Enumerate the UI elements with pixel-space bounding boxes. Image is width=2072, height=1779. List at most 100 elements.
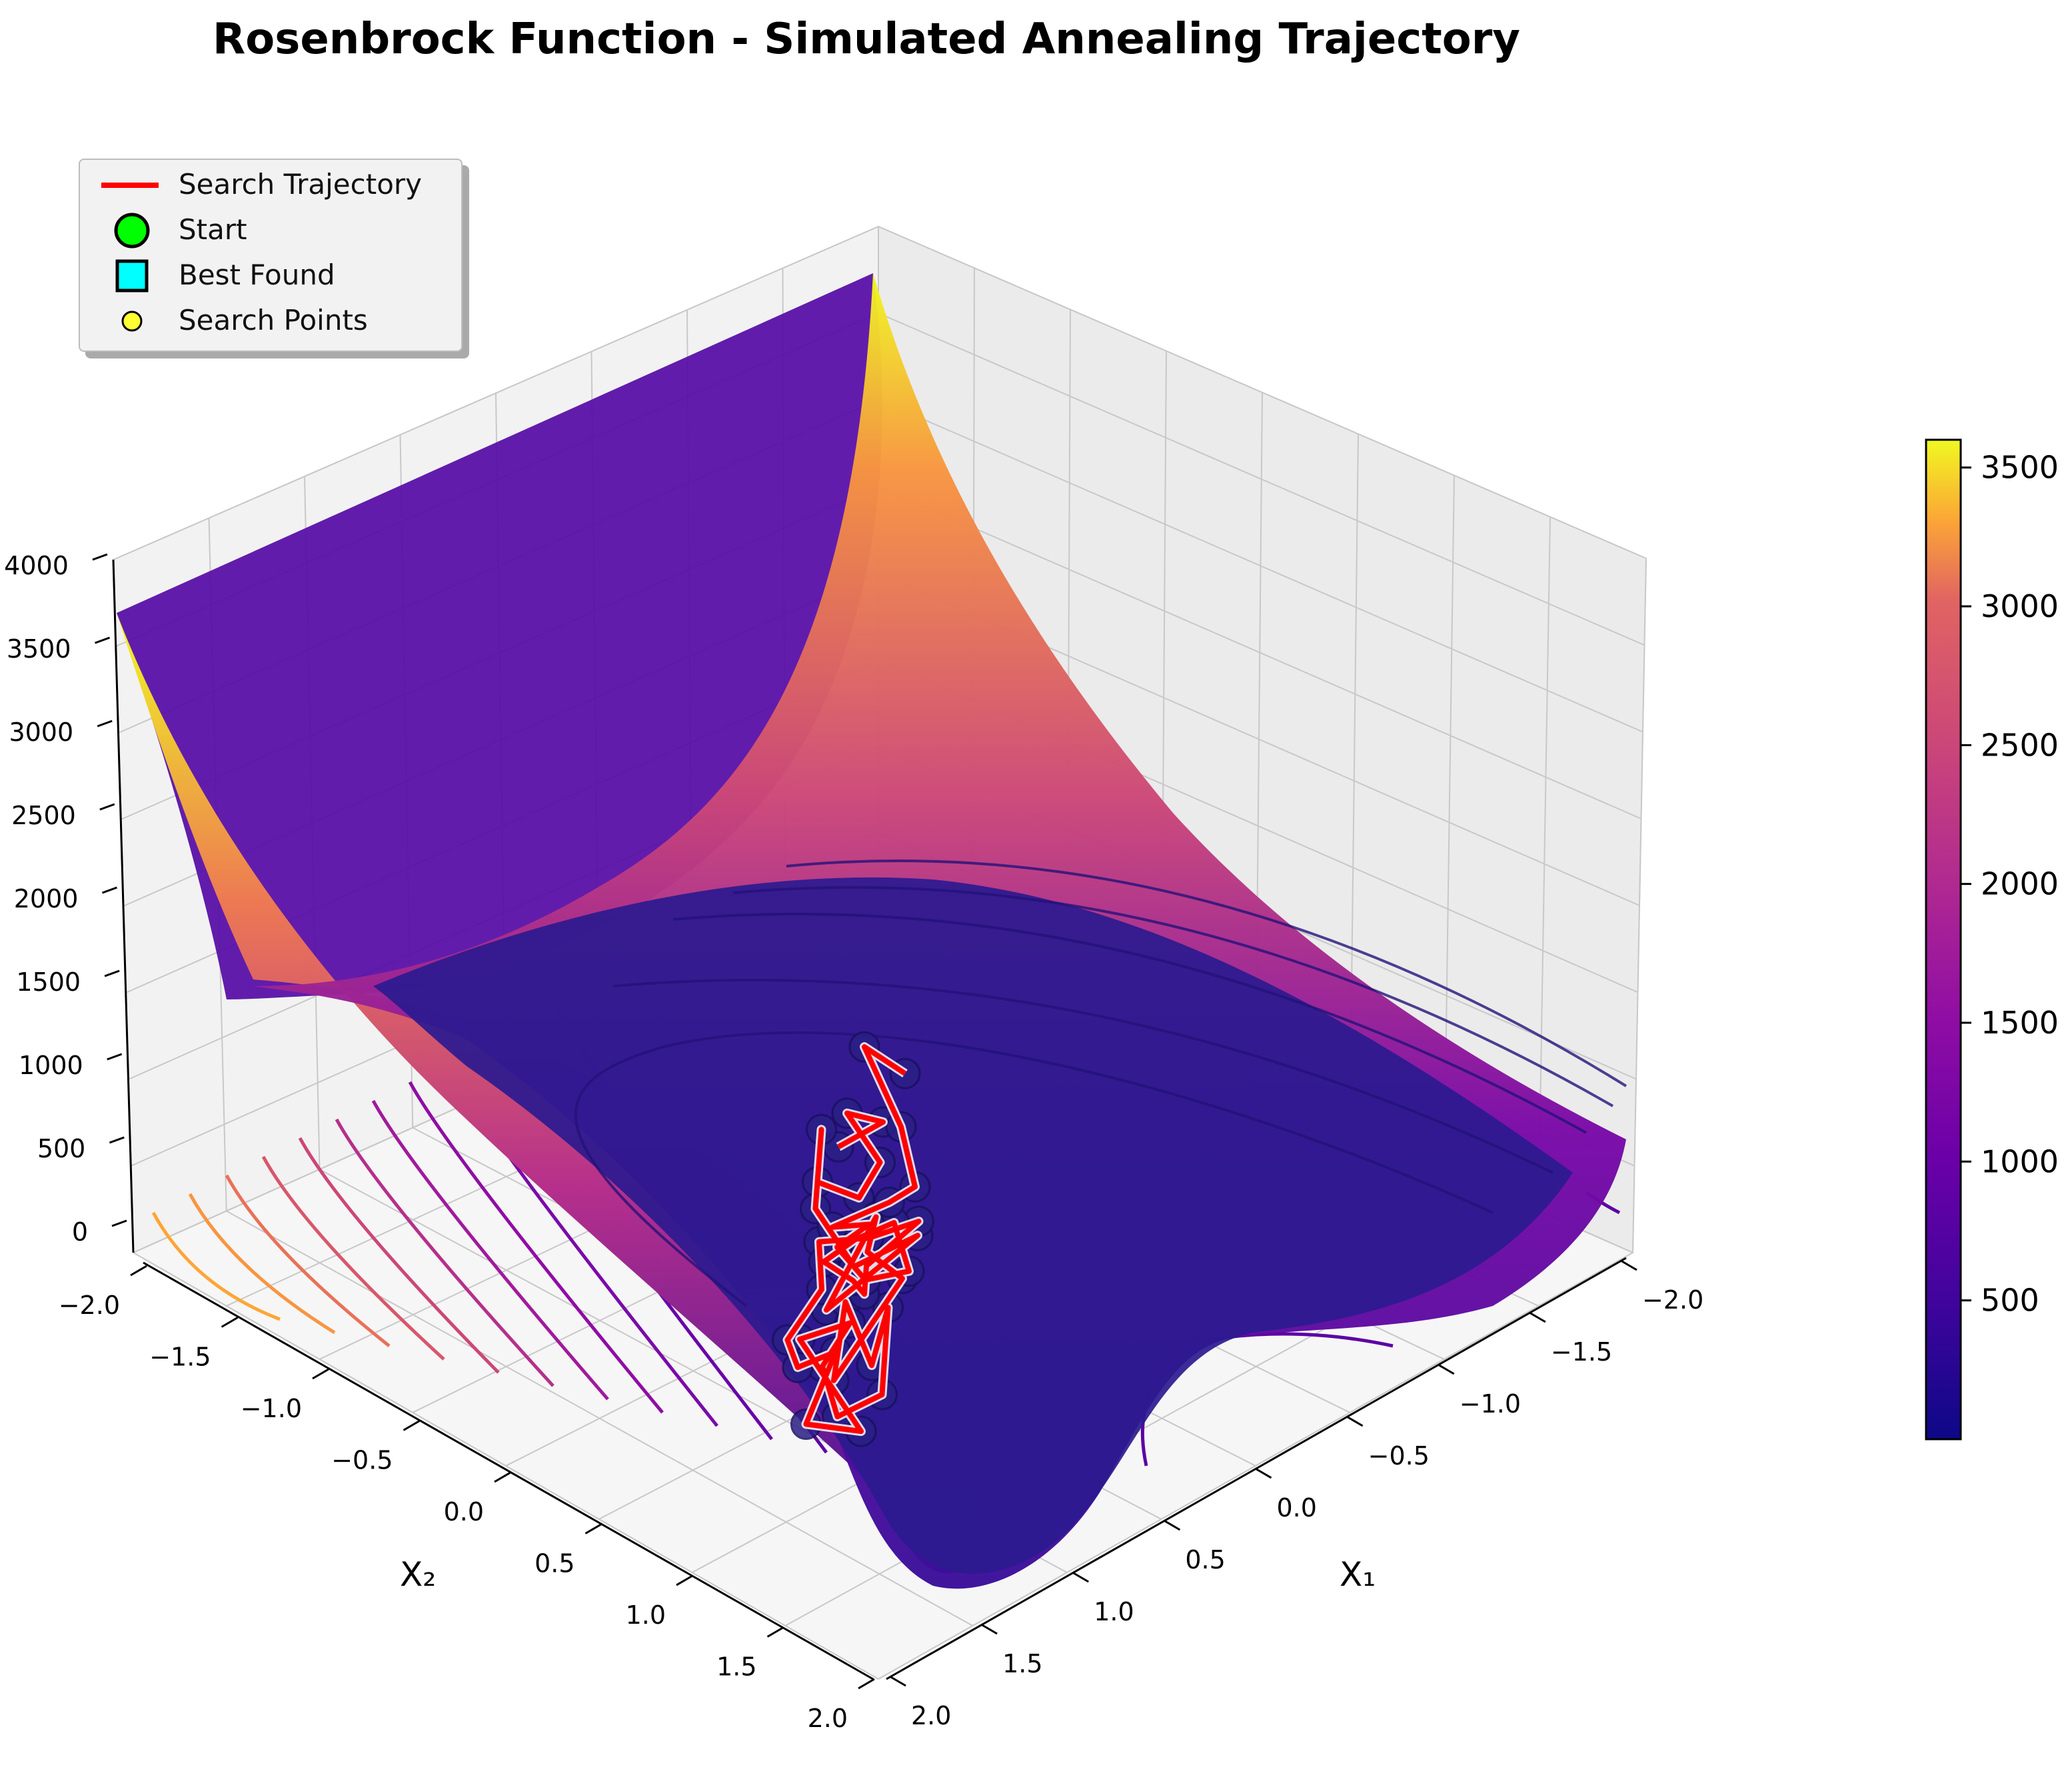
z-tick-label: 2500 bbox=[11, 801, 76, 830]
x-tick-mark bbox=[1437, 1363, 1455, 1375]
y-tick-label: −1.0 bbox=[241, 1394, 302, 1423]
y-tick-label: 0.0 bbox=[444, 1497, 484, 1526]
z-axis-line bbox=[112, 559, 135, 1253]
y-tick-label: −2.0 bbox=[59, 1291, 120, 1320]
legend-label-best: Best Found bbox=[179, 259, 335, 291]
legend-line-icon bbox=[101, 183, 159, 188]
z-tick-mark bbox=[104, 969, 120, 977]
axis-ticks: 0 500 1000 1500 2000 2500 3000 3500 4000 −2.0 −1.5… bbox=[4, 551, 1703, 1733]
z-tick-label: 1000 bbox=[19, 1051, 83, 1080]
colorbar-gradient bbox=[1925, 438, 1962, 1441]
z-tick-mark bbox=[99, 803, 115, 811]
floor-contour-line bbox=[408, 1081, 664, 1414]
y-tick-mark bbox=[312, 1368, 329, 1380]
z-tick-label: 3500 bbox=[7, 634, 71, 664]
surface-contour-arc bbox=[574, 1031, 1494, 1307]
y-axis-line bbox=[143, 1261, 874, 1680]
y-tick-mark bbox=[403, 1420, 421, 1431]
z-tick-mark bbox=[97, 720, 113, 728]
legend-small-circle-icon bbox=[121, 310, 143, 332]
floor-contour-line bbox=[225, 1174, 391, 1347]
legend-label-points: Search Points bbox=[179, 304, 368, 336]
colorbar-tick-label: 3000 bbox=[1981, 588, 2059, 624]
z-tick-mark bbox=[109, 1136, 125, 1144]
x-tick-mark bbox=[1529, 1311, 1546, 1323]
x-axis-title: X₁ bbox=[1340, 1555, 1376, 1594]
floor-contour-line bbox=[188, 1193, 336, 1335]
x-tick-label: −0.5 bbox=[1368, 1441, 1430, 1471]
z-tick-label: 4000 bbox=[4, 551, 69, 580]
colorbar-tick-label: 2500 bbox=[1981, 727, 2059, 763]
x-tick-label: 1.5 bbox=[1002, 1649, 1042, 1678]
legend-entry-start: Start bbox=[80, 208, 461, 253]
y-tick-mark bbox=[584, 1523, 602, 1534]
y-tick-mark bbox=[494, 1471, 511, 1483]
y-tick-mark bbox=[221, 1317, 239, 1328]
legend-label-trajectory: Search Trajectory bbox=[179, 168, 423, 201]
colorbar-ticks: 500 1000 1500 2000 2500 3000 3500 bbox=[1961, 450, 2059, 1319]
y-tick-mark bbox=[766, 1626, 784, 1638]
colorbar-tick-label: 1000 bbox=[1981, 1143, 2059, 1179]
surface-contour-lines bbox=[574, 860, 1627, 1307]
x-tick-label: −2.0 bbox=[1642, 1285, 1703, 1315]
colorbar-tick-label: 2000 bbox=[1981, 866, 2059, 902]
x-tick-label: −1.5 bbox=[1551, 1337, 1612, 1367]
z-tick-label: 2000 bbox=[14, 884, 79, 913]
surface-contour-arc bbox=[612, 979, 1554, 1174]
x-tick-mark bbox=[1254, 1467, 1272, 1479]
y-tick-mark bbox=[858, 1678, 875, 1690]
colorbar: 500 1000 1500 2000 2500 3000 3500 bbox=[1925, 438, 2059, 1441]
floor-contour-line bbox=[298, 1137, 500, 1374]
y-tick-label: −1.5 bbox=[149, 1343, 211, 1372]
grid-line-horizontal bbox=[113, 225, 1647, 560]
legend-square-icon bbox=[115, 259, 149, 293]
search-trajectory-line bbox=[784, 1044, 922, 1435]
y-tick-mark bbox=[676, 1574, 693, 1586]
z-tick-label: 3000 bbox=[9, 718, 73, 747]
y-tick-label: 1.5 bbox=[716, 1652, 756, 1682]
colorbar-tick-label: 3500 bbox=[1981, 450, 2059, 486]
chart-title: Rosenbrock Function - Simulated Annealin… bbox=[213, 15, 1520, 64]
legend-entry-best: Best Found bbox=[80, 253, 461, 298]
search-trajectory-group bbox=[772, 1031, 934, 1447]
surface-contour-arc bbox=[672, 912, 1587, 1134]
z-tick-mark bbox=[107, 1053, 123, 1061]
y-axis-title: X₂ bbox=[400, 1555, 436, 1594]
y-tick-label: 2.0 bbox=[808, 1704, 848, 1733]
x-tick-label: 0.5 bbox=[1185, 1545, 1225, 1574]
floor-contour-line bbox=[371, 1099, 609, 1401]
x-tick-mark bbox=[980, 1623, 998, 1635]
surface-contour-arc bbox=[732, 886, 1613, 1107]
floor-contour-line bbox=[335, 1118, 554, 1387]
z-tick-mark bbox=[101, 886, 117, 894]
y-tick-mark bbox=[130, 1265, 147, 1277]
z-tick-mark bbox=[111, 1219, 127, 1227]
legend-entry-trajectory: Search Trajectory bbox=[80, 163, 461, 208]
z-tick-mark bbox=[95, 636, 111, 644]
colorbar-tick-label: 1500 bbox=[1981, 1005, 2059, 1041]
legend-label-start: Start bbox=[179, 213, 247, 246]
surface-valley bbox=[373, 877, 1573, 1574]
floor-contour-line bbox=[261, 1155, 445, 1361]
x-tick-mark bbox=[1346, 1415, 1364, 1427]
grid-line-floor-b bbox=[878, 1252, 1633, 1680]
surface-contour-arc bbox=[786, 860, 1627, 1087]
legend-circle-icon bbox=[114, 213, 150, 249]
x-tick-mark bbox=[1072, 1571, 1090, 1583]
y-tick-label: −0.5 bbox=[331, 1446, 393, 1475]
x-tick-label: −1.0 bbox=[1460, 1389, 1521, 1419]
surface-back-shell bbox=[117, 273, 882, 999]
z-tick-mark bbox=[92, 553, 108, 561]
z-tick-label: 500 bbox=[37, 1134, 86, 1163]
x-tick-mark bbox=[1620, 1259, 1637, 1271]
y-tick-label: 1.0 bbox=[626, 1600, 666, 1630]
z-tick-label: 0 bbox=[72, 1217, 88, 1247]
x-tick-label: 2.0 bbox=[911, 1701, 951, 1730]
legend-entry-points: Search Points bbox=[80, 298, 461, 344]
x-tick-mark bbox=[1163, 1519, 1181, 1531]
legend: Search Trajectory Start Best Found Searc… bbox=[79, 159, 463, 352]
x-tick-label: 1.0 bbox=[1094, 1597, 1134, 1626]
z-tick-label: 1500 bbox=[16, 967, 81, 997]
